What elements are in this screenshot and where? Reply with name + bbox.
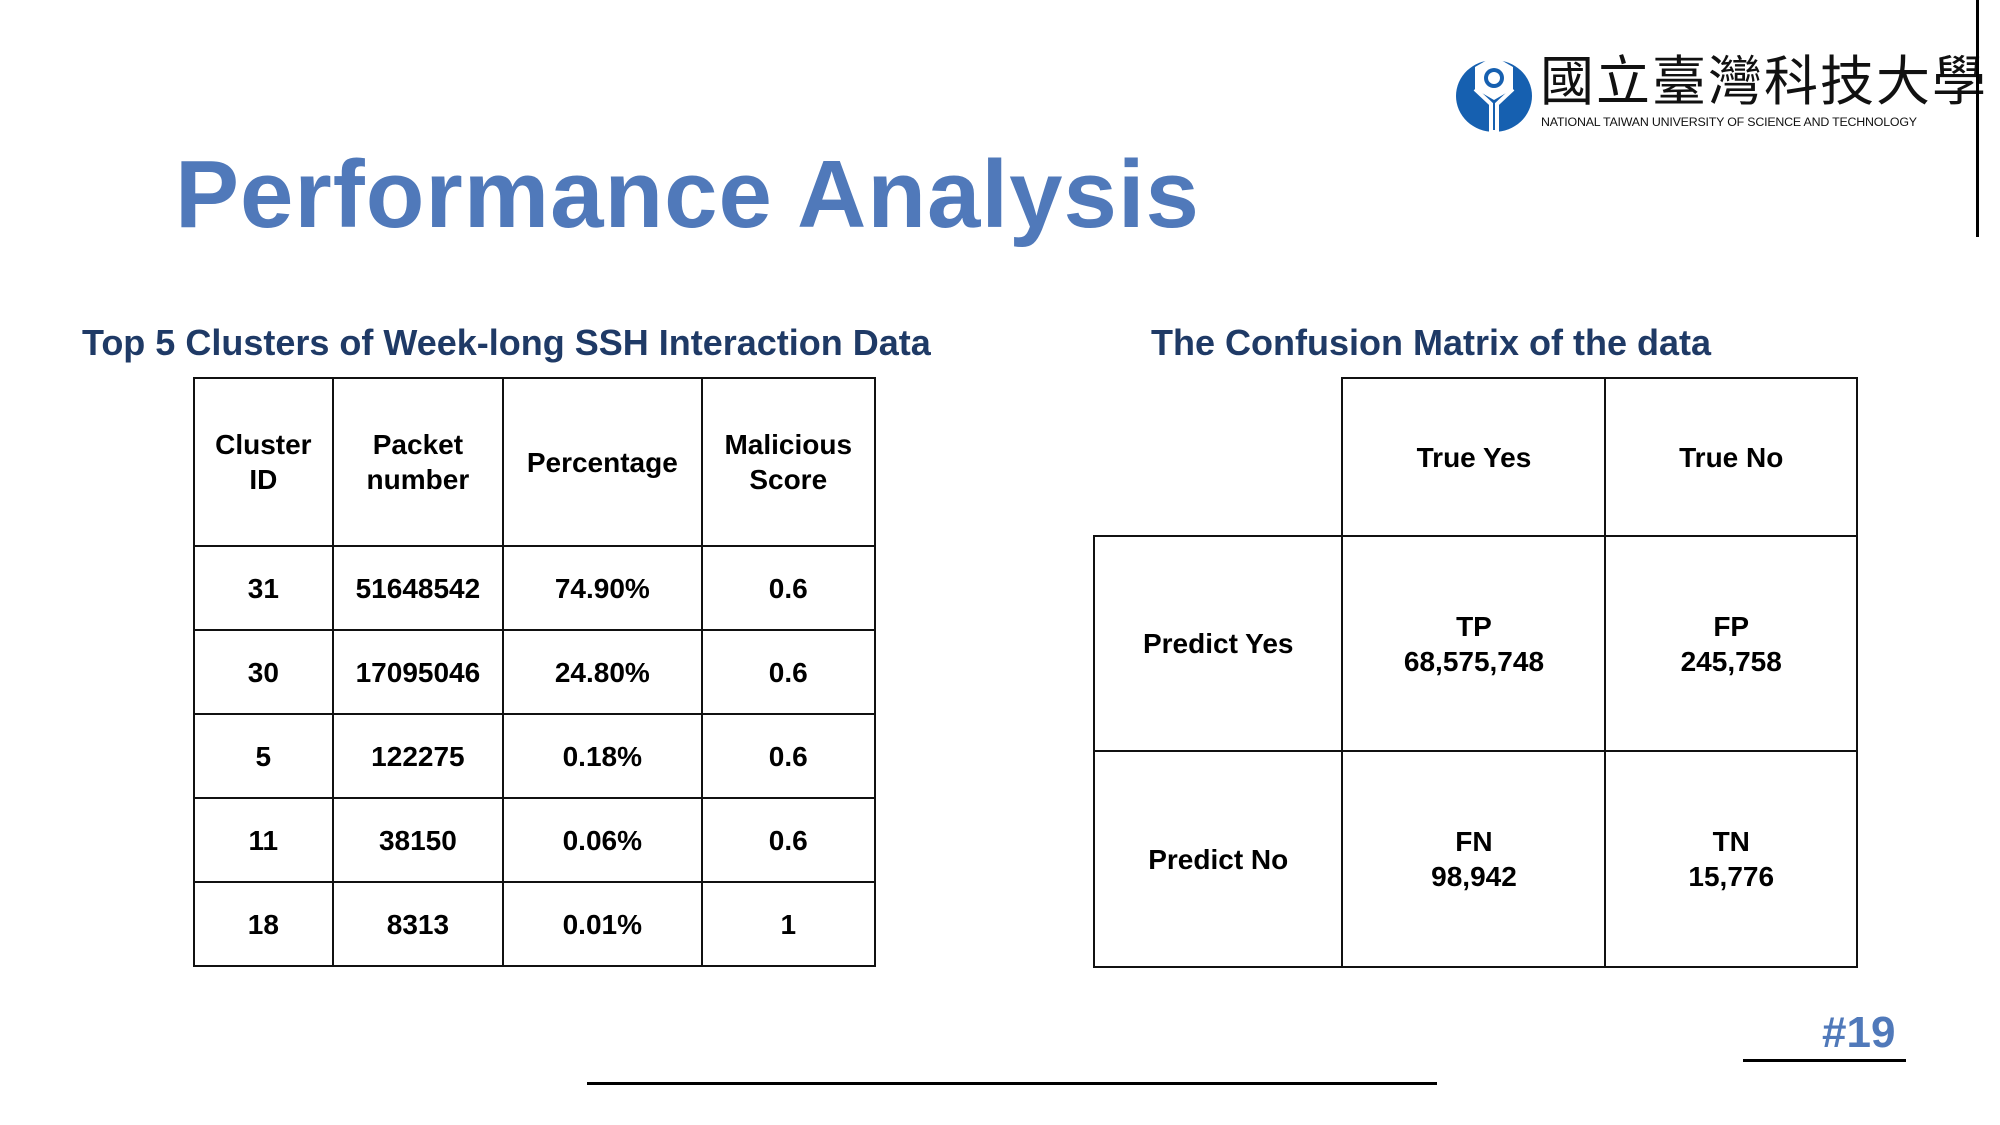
column-header-cluster-id: Cluster ID bbox=[193, 377, 334, 547]
university-emblem-icon bbox=[1456, 56, 1532, 132]
cell-malicious-score: 0.6 bbox=[700, 797, 876, 883]
logo-name-zh: 國立臺灣科技大學 bbox=[1540, 50, 1988, 113]
cell-percentage: 24.80% bbox=[502, 629, 703, 715]
table-row: 31 51648542 74.90% 0.6 bbox=[193, 545, 876, 631]
matrix-header-row: True Yes True No bbox=[1094, 377, 1858, 537]
column-header-true-yes: True Yes bbox=[1341, 377, 1607, 537]
table-row: 11 38150 0.06% 0.6 bbox=[193, 797, 876, 883]
cell-cluster-id: 5 bbox=[193, 713, 334, 799]
cell-packet-number: 38150 bbox=[331, 797, 505, 883]
cell-cluster-id: 30 bbox=[193, 629, 334, 715]
cell-packet-number: 8313 bbox=[331, 881, 505, 967]
cell-percentage: 0.06% bbox=[502, 797, 703, 883]
cell-percentage: 74.90% bbox=[502, 545, 703, 631]
table-row: 30 17095046 24.80% 0.6 bbox=[193, 629, 876, 715]
cell-false-positive: FP 245,758 bbox=[1604, 535, 1858, 752]
row-header-predict-no: Predict No bbox=[1092, 750, 1344, 968]
column-header-malicious-score: Malicious Score bbox=[700, 377, 876, 547]
column-header-packet-number: Packet number bbox=[331, 377, 505, 547]
cell-true-negative: TN 15,776 bbox=[1604, 750, 1858, 968]
cell-packet-number: 51648542 bbox=[331, 545, 505, 631]
matrix-corner-cell bbox=[1094, 378, 1344, 537]
matrix-row-predict-no: Predict No FN 98,942 TN 15,776 bbox=[1092, 750, 1858, 968]
cell-malicious-score: 0.6 bbox=[700, 713, 876, 799]
cell-cluster-id: 31 bbox=[193, 545, 334, 631]
matrix-row-predict-yes: Predict Yes TP 68,575,748 FP 245,758 bbox=[1092, 535, 1858, 752]
page-title: Performance Analysis bbox=[175, 141, 1200, 248]
page-number: #19 bbox=[1822, 1008, 1896, 1057]
cell-malicious-score: 1 bbox=[700, 881, 876, 967]
university-logo: 國立臺灣科技大學 NATIONAL TAIWAN UNIVERSITY OF S… bbox=[1455, 52, 1986, 137]
right-vertical-divider bbox=[1976, 0, 1979, 237]
column-header-true-no: True No bbox=[1604, 377, 1858, 537]
row-header-predict-yes: Predict Yes bbox=[1092, 535, 1344, 752]
page-number-underline bbox=[1743, 1059, 1906, 1062]
cell-packet-number: 122275 bbox=[331, 713, 505, 799]
cell-percentage: 0.01% bbox=[502, 881, 703, 967]
footer-divider bbox=[587, 1082, 1437, 1085]
table-row: 18 8313 0.01% 1 bbox=[193, 881, 876, 967]
matrix-heading: The Confusion Matrix of the data bbox=[1151, 322, 1712, 363]
cell-malicious-score: 0.6 bbox=[700, 545, 876, 631]
cell-cluster-id: 11 bbox=[193, 797, 334, 883]
clusters-table: Cluster ID Packet number Percentage Malici… bbox=[193, 377, 876, 967]
cell-true-positive: TP 68,575,748 bbox=[1341, 535, 1607, 752]
clusters-heading: Top 5 Clusters of Week-long SSH Interact… bbox=[82, 322, 931, 363]
column-header-percentage: Percentage bbox=[502, 377, 703, 547]
cell-false-negative: FN 98,942 bbox=[1341, 750, 1607, 968]
confusion-matrix-table: True Yes True No Predict Yes TP 68,575,74… bbox=[1092, 377, 1858, 968]
cell-cluster-id: 18 bbox=[193, 881, 334, 967]
table-row: 5 122275 0.18% 0.6 bbox=[193, 713, 876, 799]
cell-percentage: 0.18% bbox=[502, 713, 703, 799]
logo-name-en: NATIONAL TAIWAN UNIVERSITY OF SCIENCE AN… bbox=[1541, 115, 1917, 129]
cell-packet-number: 17095046 bbox=[331, 629, 505, 715]
table-header-row: Cluster ID Packet number Percentage Malici… bbox=[193, 377, 876, 547]
cell-malicious-score: 0.6 bbox=[700, 629, 876, 715]
